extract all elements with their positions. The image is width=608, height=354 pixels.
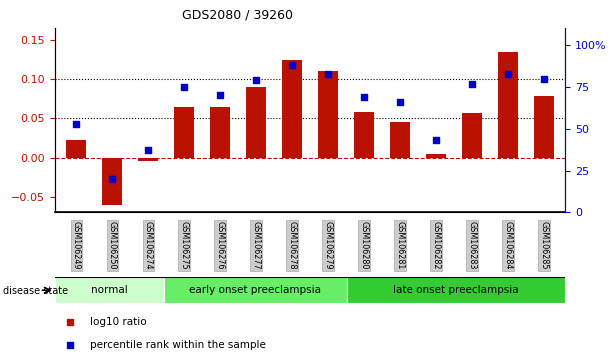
Bar	[354, 112, 374, 158]
Point	[444, 245, 454, 250]
Point	[251, 78, 261, 83]
Point	[179, 84, 189, 90]
Text: early onset preeclampsia: early onset preeclampsia	[189, 285, 322, 295]
Text: GSM106285: GSM106285	[539, 221, 548, 269]
Point	[287, 62, 297, 68]
Text: normal: normal	[91, 285, 128, 295]
Bar	[498, 52, 518, 158]
Point	[431, 138, 441, 143]
Bar	[66, 139, 86, 158]
Point	[359, 94, 369, 100]
Bar	[139, 158, 158, 161]
Text: GSM106274: GSM106274	[143, 221, 153, 269]
Bar	[102, 158, 122, 205]
Point	[215, 92, 225, 98]
Text: GSM106278: GSM106278	[288, 221, 297, 269]
Bar	[55, 277, 164, 303]
Bar	[164, 277, 347, 303]
Text: log10 ratio: log10 ratio	[91, 317, 147, 327]
Text: late onset preeclampsia: late onset preeclampsia	[393, 285, 519, 295]
Point	[467, 81, 477, 86]
Text: GSM106284: GSM106284	[503, 221, 513, 269]
Text: GSM106250: GSM106250	[108, 221, 117, 269]
Text: GSM106281: GSM106281	[395, 221, 404, 269]
Bar	[174, 107, 194, 158]
Point	[444, 35, 454, 41]
Text: GSM106277: GSM106277	[252, 221, 261, 269]
Point	[503, 71, 513, 76]
Text: GSM106276: GSM106276	[216, 221, 225, 269]
Point	[395, 99, 405, 105]
Bar	[426, 154, 446, 158]
Text: GSM106280: GSM106280	[359, 221, 368, 269]
Point	[539, 76, 549, 81]
Bar	[282, 60, 302, 158]
Bar	[347, 277, 565, 303]
Point	[323, 71, 333, 76]
Bar	[534, 97, 554, 158]
Text: disease state: disease state	[3, 286, 68, 296]
Bar	[318, 72, 338, 158]
Text: GSM106249: GSM106249	[72, 221, 81, 269]
Text: GDS2080 / 39260: GDS2080 / 39260	[182, 9, 294, 22]
Text: percentile rank within the sample: percentile rank within the sample	[91, 340, 266, 350]
Bar	[246, 87, 266, 158]
Text: GSM106275: GSM106275	[180, 221, 188, 269]
Point	[108, 176, 117, 182]
Bar	[210, 107, 230, 158]
Point	[71, 121, 81, 126]
Bar	[390, 122, 410, 158]
Text: GSM106282: GSM106282	[432, 221, 440, 269]
Text: GSM106279: GSM106279	[323, 221, 333, 269]
Text: GSM106283: GSM106283	[468, 221, 477, 269]
Bar	[462, 113, 482, 158]
Point	[143, 148, 153, 153]
